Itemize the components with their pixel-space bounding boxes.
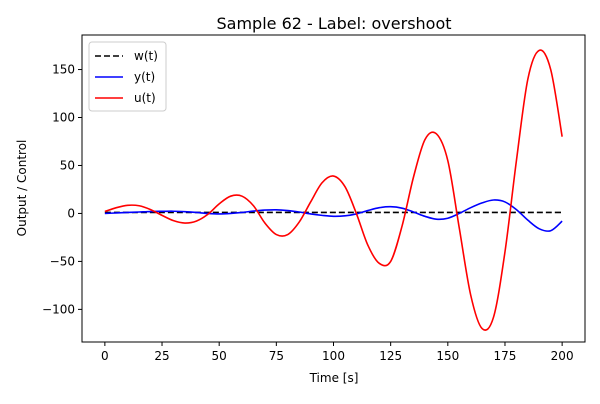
legend-box xyxy=(88,41,167,112)
y-tick-label: 100 xyxy=(52,111,75,125)
plot-area: 0 25 50 75 100 125 150 175 200 −100 −50 0 50 100 150 xyxy=(42,34,586,363)
legend-label-yt: y(t) xyxy=(134,70,155,84)
legend-items: w(t) y(t) u(t) xyxy=(95,49,158,105)
y-tick-label: −100 xyxy=(42,302,75,316)
y-axis-label: Output / Control xyxy=(15,140,29,237)
series-line-yt xyxy=(104,199,563,232)
legend-label-ut: u(t) xyxy=(134,91,156,105)
y-tick-label: 50 xyxy=(60,158,75,172)
x-tick-label: 100 xyxy=(322,349,345,363)
series-line-ut xyxy=(104,49,563,331)
legend: w(t) y(t) u(t) xyxy=(88,41,167,112)
x-tick-label: 150 xyxy=(436,349,459,363)
y-tick-label: 150 xyxy=(52,63,75,77)
y-tick-label: 0 xyxy=(67,206,75,220)
y-axis-ticks: −100 −50 0 50 100 150 xyxy=(42,63,82,316)
y-tick-label: −50 xyxy=(50,254,75,268)
x-tick-label: 75 xyxy=(269,349,284,363)
x-axis-label: Time [s] xyxy=(309,371,359,385)
chart-title: Sample 62 - Label: overshoot xyxy=(216,14,451,33)
x-tick-label: 175 xyxy=(494,349,517,363)
series-lines xyxy=(104,49,563,331)
x-axis-ticks: 0 25 50 75 100 125 150 175 200 xyxy=(101,342,574,363)
x-tick-label: 50 xyxy=(212,349,227,363)
x-tick-label: 200 xyxy=(551,349,574,363)
x-tick-label: 0 xyxy=(101,349,109,363)
x-tick-label: 125 xyxy=(379,349,402,363)
legend-label-wt: w(t) xyxy=(134,49,158,63)
x-tick-label: 25 xyxy=(154,349,169,363)
